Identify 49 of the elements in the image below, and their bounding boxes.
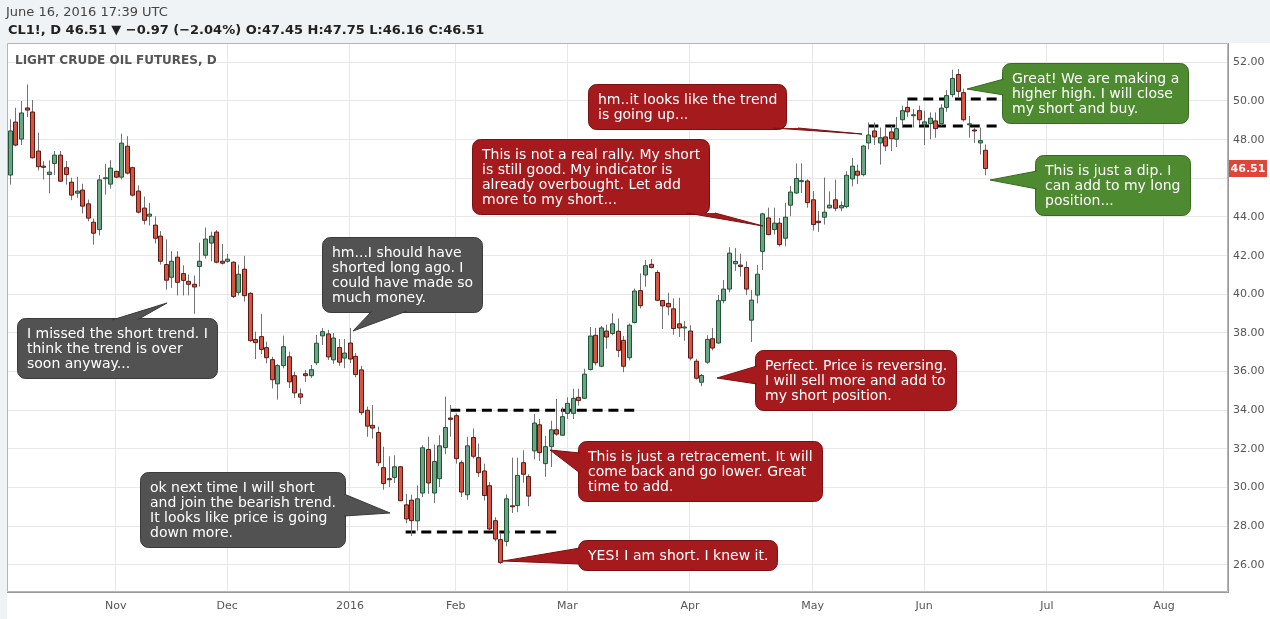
candlestick <box>956 68 961 98</box>
y-tick-label: 38.00 <box>1233 325 1265 339</box>
y-tick-label: 42.00 <box>1233 248 1265 262</box>
y-tick-label: 50.00 <box>1233 93 1265 107</box>
x-tick-label: Aug <box>1153 599 1175 613</box>
annotation: Perfect. Price is reversing. I will sell more and add to my short position. <box>765 357 948 403</box>
candlestick <box>25 83 30 118</box>
text: LIGHT CRUDE OIL FUTURES, D <box>15 53 217 67</box>
y-tick-label: 30.00 <box>1233 480 1265 494</box>
annotation: This is not a real rally. My short is still good. My indicator is already overbought. Let add more to my short... <box>482 146 701 207</box>
y-tick-label: 28.00 <box>1233 519 1265 533</box>
candlestick <box>526 473 531 507</box>
candlestick <box>521 449 526 484</box>
y-tick-label: 40.00 <box>1233 287 1265 301</box>
x-tick-label: May <box>801 599 825 613</box>
annotation: hm...I should have shorted long ago. I could have made so much money. <box>332 244 474 305</box>
y-tick-label: 36.00 <box>1233 364 1265 378</box>
x-tick-label: 2016 <box>335 599 364 613</box>
annotation: Great! We are making a higher high. I will close my short and buy. <box>1012 70 1180 116</box>
x-tick-label: Dec <box>216 599 238 613</box>
candlestick <box>554 398 559 437</box>
chart-subtitle: CL1!, D 46.51 ▼ −0.97 (−2.04%) O:47.45 H:47.75 L:46.16 C:46.51 <box>8 22 485 38</box>
x-tick-label: Jul <box>1039 599 1054 613</box>
annotation: 46.51 <box>1229 160 1267 177</box>
x-tick-label: Mar <box>556 599 579 613</box>
candlestick <box>560 406 565 437</box>
candlestick <box>392 454 397 484</box>
candlestick <box>164 238 169 291</box>
y-tick-label: 32.00 <box>1233 441 1265 455</box>
y-tick-label: 34.00 <box>1233 403 1265 417</box>
y-tick-label: 26.00 <box>1233 557 1265 571</box>
candlestick <box>471 427 476 460</box>
annotation: This is just a dip. I can add to my long position... <box>1045 162 1181 208</box>
x-tick-label: Jun <box>914 599 933 613</box>
annotation: ok next time I will short and join the bearish trend. It looks like price is going down more. <box>150 479 336 540</box>
candlestick <box>833 179 838 212</box>
x-tick-label: Feb <box>446 599 466 613</box>
x-tick-label: Apr <box>680 599 700 613</box>
text: June 16, 2016 17:39 UTC <box>6 4 168 20</box>
annotation: I missed the short trend. I think the trend is over soon anyway... <box>27 325 208 371</box>
y-tick-label: 48.00 <box>1233 132 1265 146</box>
candlestick <box>894 116 899 148</box>
candlestick <box>710 327 715 351</box>
annotation: This is just a retracement. It will come back and go lower. Great time to add. <box>588 448 813 494</box>
y-tick-label: 44.00 <box>1233 209 1265 223</box>
annotation: YES! I am short. I knew it. <box>588 547 769 563</box>
annotation: hm..it looks like the trend is going up... <box>598 91 778 122</box>
x-tick-label: Nov <box>104 599 127 613</box>
y-tick-label: 52.00 <box>1233 55 1265 69</box>
